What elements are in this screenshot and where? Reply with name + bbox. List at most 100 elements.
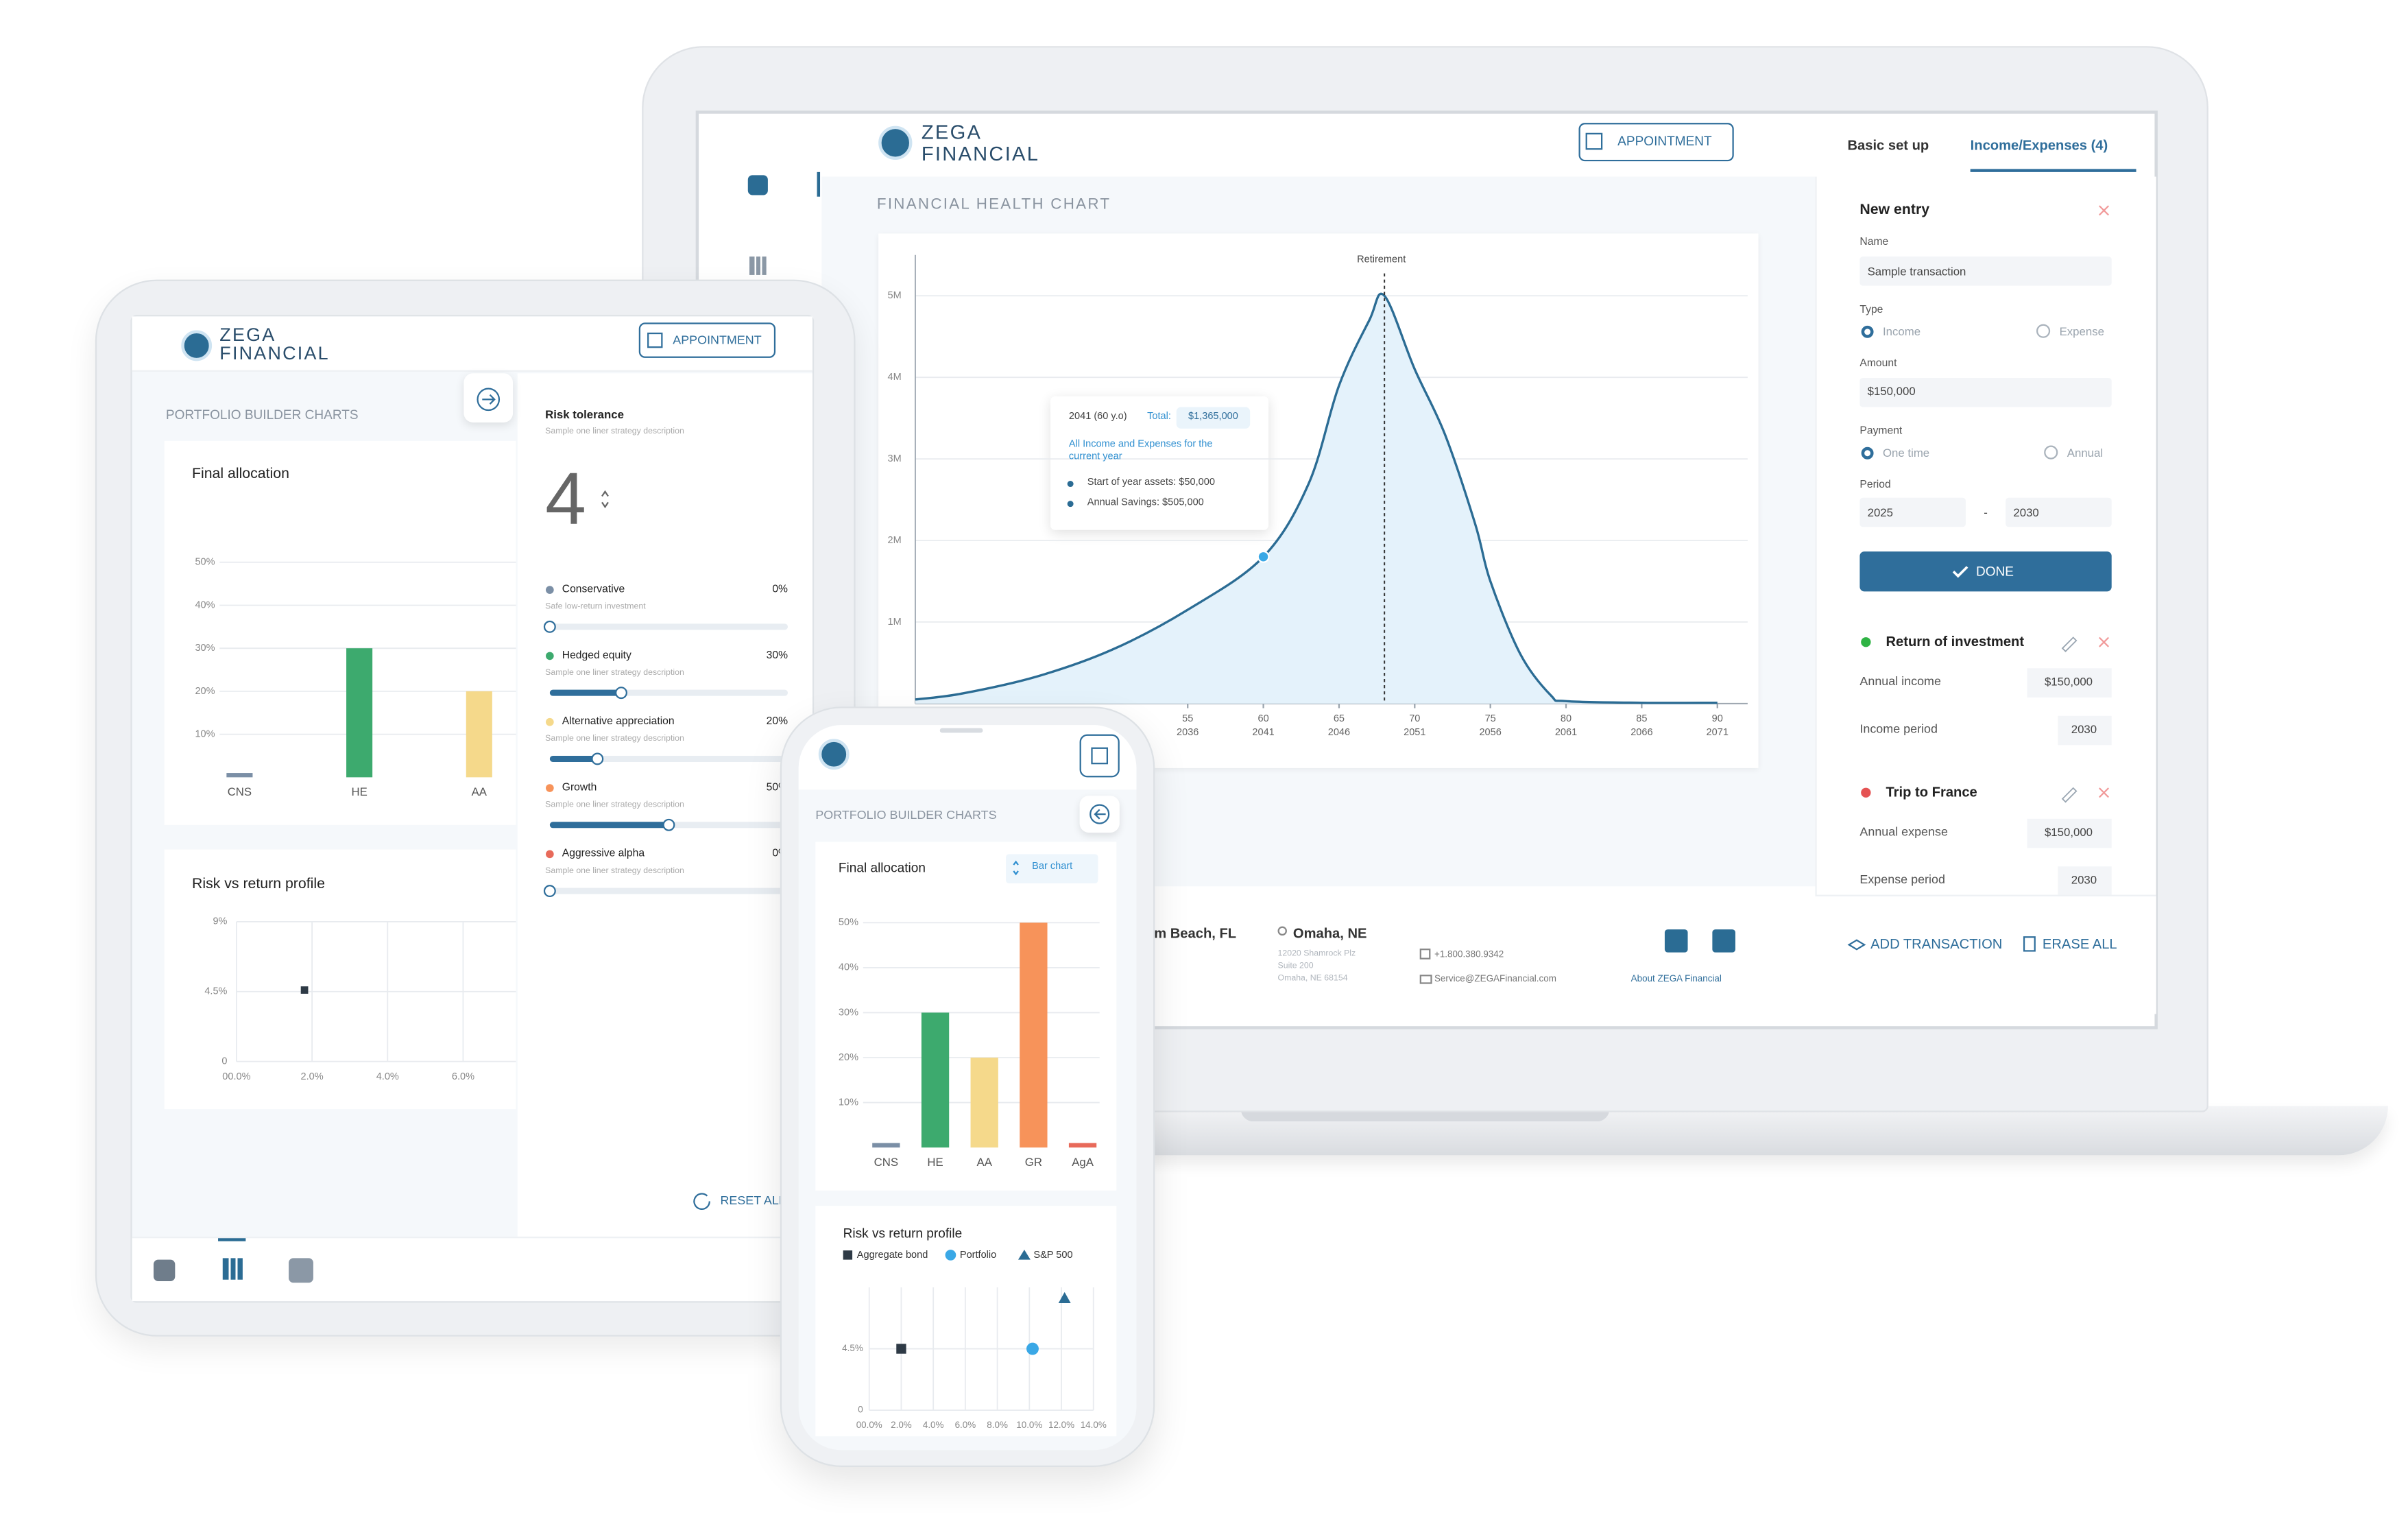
x-tick-label: 55 xyxy=(1182,713,1193,724)
close-icon[interactable] xyxy=(2099,205,2110,216)
add-transaction[interactable]: ADD TRANSACTION xyxy=(1870,936,2003,952)
bar xyxy=(466,691,492,778)
logo-mark xyxy=(878,126,913,160)
trash-icon[interactable] xyxy=(2023,936,2036,952)
slider-track[interactable] xyxy=(549,887,788,894)
risk-panel xyxy=(517,373,812,1237)
value-box xyxy=(2027,668,2112,698)
card-title: Risk vs return profile xyxy=(843,1225,963,1241)
erase-all[interactable]: ERASE ALL xyxy=(2042,936,2117,952)
delete-icon[interactable] xyxy=(2099,636,2110,647)
x-tick-label: 75 xyxy=(1485,713,1496,724)
select-label[interactable]: Bar chart xyxy=(1032,861,1073,872)
chart-select[interactable] xyxy=(1006,854,1098,883)
legend-marker xyxy=(843,1250,853,1260)
slider-knob xyxy=(615,687,627,700)
sidebar-icon[interactable] xyxy=(747,175,768,195)
y-tick-label: 2M xyxy=(888,535,902,546)
y-tick-label: 10% xyxy=(195,728,215,739)
row-value: $150,000 xyxy=(2044,674,2093,689)
field-label: Period xyxy=(1859,479,1891,491)
status-dot xyxy=(1861,637,1871,647)
tab[interactable]: Income/Expenses (4) xyxy=(1970,137,2108,153)
radio-label[interactable]: One time xyxy=(1882,446,1930,460)
done-label[interactable]: DONE xyxy=(1975,563,2014,579)
edit-icon[interactable] xyxy=(2061,787,2078,803)
field-label: Amount xyxy=(1859,358,1897,370)
name-input[interactable] xyxy=(1859,257,2112,286)
y-tick-label: 40% xyxy=(195,599,215,610)
about-link[interactable]: About ZEGA Financial xyxy=(1630,975,1722,985)
x-tick-label: 60 xyxy=(1257,713,1268,724)
radio-label[interactable]: Expense xyxy=(2059,324,2104,339)
appointment-button[interactable] xyxy=(1578,123,1734,162)
transaction-title: Trip to France xyxy=(1886,784,1977,800)
tab[interactable]: Basic set up xyxy=(1847,137,1929,153)
done-button[interactable] xyxy=(1859,551,2112,592)
nav-icon[interactable] xyxy=(222,1258,243,1280)
card-title: Final allocation xyxy=(191,466,289,483)
appointment-label[interactable]: APPOINTMENT xyxy=(673,333,762,348)
period-input[interactable] xyxy=(2006,497,2112,527)
strategy-description: Sample one liner strategy description xyxy=(545,866,684,877)
reset-icon[interactable] xyxy=(693,1193,710,1210)
radio[interactable] xyxy=(2036,324,2051,338)
arrow-icon[interactable] xyxy=(477,388,501,412)
row-value: $150,000 xyxy=(2044,825,2093,839)
linkedin-icon[interactable] xyxy=(1664,929,1688,953)
appointment-button[interactable] xyxy=(1079,734,1120,778)
radio[interactable] xyxy=(2044,445,2058,460)
y-tick-label: 9% xyxy=(213,916,227,927)
bar xyxy=(921,1012,950,1148)
period-input[interactable] xyxy=(1859,497,1966,527)
collapse-button[interactable] xyxy=(463,373,514,422)
amount-input[interactable] xyxy=(1859,377,2112,407)
phone-icon xyxy=(1419,949,1431,960)
row-label: Income period xyxy=(1859,722,1938,736)
x-tick-label: 85 xyxy=(1636,713,1647,724)
twitter-icon[interactable] xyxy=(1712,929,1735,953)
tooltip-period: 2041 (60 y.o) xyxy=(1068,411,1127,422)
logo-mark xyxy=(181,330,213,361)
edit-icon[interactable] xyxy=(2061,636,2078,652)
legend-label: S&P 500 xyxy=(1033,1250,1072,1261)
appointment-label[interactable]: APPOINTMENT xyxy=(1617,133,1712,149)
radio-label[interactable]: Annual xyxy=(2067,446,2104,460)
panel-description: Sample one liner strategy description xyxy=(545,427,684,437)
row-value: 2030 xyxy=(2071,872,2097,887)
reset-all[interactable]: RESET ALL xyxy=(720,1193,786,1208)
x-tick-label: 00.0% xyxy=(856,1420,882,1430)
field-label: Name xyxy=(1859,237,1889,248)
tab-underline xyxy=(1970,169,2136,172)
delete-icon[interactable] xyxy=(2099,787,2110,798)
calendar-icon xyxy=(1091,747,1109,765)
add-icon[interactable] xyxy=(1847,939,1866,951)
nav-icon[interactable] xyxy=(289,1258,313,1283)
slider-fill xyxy=(549,822,669,829)
address-line: Suite 200 xyxy=(1277,962,1314,972)
appointment-button[interactable] xyxy=(638,322,776,358)
slider-knob xyxy=(543,885,556,898)
tablet-header xyxy=(132,316,812,372)
chart-card xyxy=(164,440,516,825)
total-pill xyxy=(1176,407,1251,429)
section-title: PORTFOLIO BUILDER CHARTS xyxy=(165,406,359,422)
radio-checked[interactable] xyxy=(1861,325,1874,338)
x-tick-label: AA xyxy=(977,1156,993,1169)
sidebar-icon[interactable] xyxy=(749,257,767,275)
stepper-icon[interactable] xyxy=(601,490,609,509)
calendar-icon xyxy=(647,332,663,348)
bar xyxy=(1068,1143,1097,1148)
radio-label[interactable]: Income xyxy=(1882,324,1921,339)
x-tick-label: 10.0% xyxy=(1016,1420,1042,1430)
chart-card xyxy=(815,842,1117,1191)
radio-checked[interactable] xyxy=(1861,446,1874,460)
slider-track[interactable] xyxy=(549,623,788,630)
slider-track[interactable] xyxy=(549,755,788,762)
strategy-dot xyxy=(546,586,554,594)
year-label: 2066 xyxy=(1630,727,1652,738)
panel-title: Risk tolerance xyxy=(545,407,624,422)
nav-icon[interactable] xyxy=(153,1259,176,1281)
